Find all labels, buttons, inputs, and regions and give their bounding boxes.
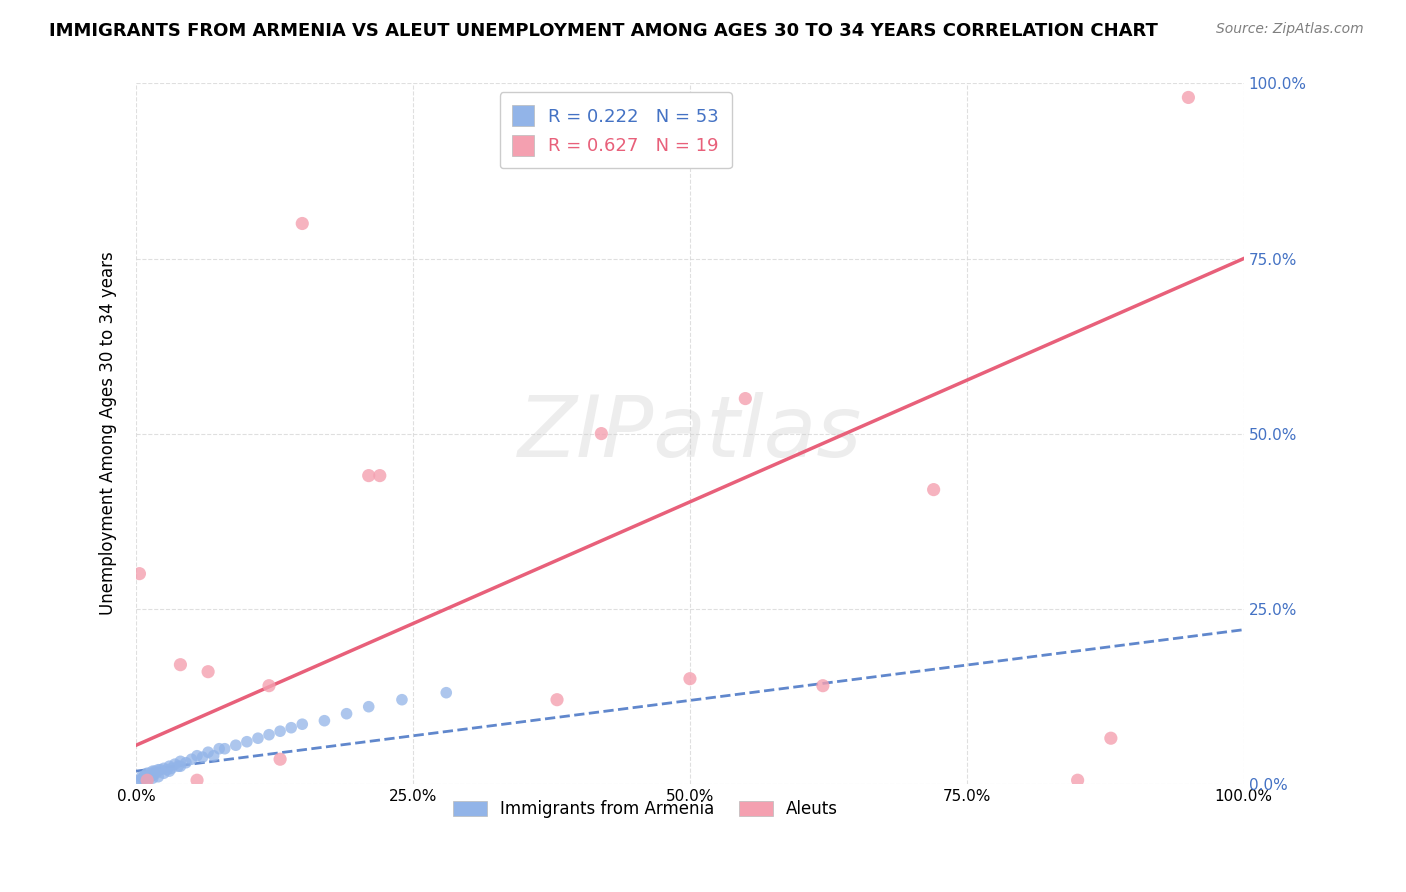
Point (134, 771, 156, 785)
Point (169, 657, 191, 672)
Point (136, 770, 159, 784)
Point (138, 766, 160, 780)
Point (191, 750, 214, 764)
Point (1099, 731, 1122, 746)
Text: ZIPatlas: ZIPatlas (517, 392, 862, 475)
Point (357, 699, 380, 714)
Point (225, 738, 247, 752)
Point (679, 672, 702, 686)
Point (257, 679, 280, 693)
Point (132, 771, 155, 785)
Point (291, 717, 314, 731)
Point (139, 770, 162, 784)
Point (157, 764, 180, 778)
Point (136, 766, 159, 780)
Point (208, 741, 231, 756)
Point (142, 768, 165, 782)
Point (591, 426, 613, 441)
Point (148, 763, 170, 777)
Point (1066, 773, 1088, 788)
Point (143, 764, 166, 778)
Point (169, 755, 191, 769)
Point (269, 724, 291, 739)
Point (156, 763, 179, 777)
Point (434, 686, 457, 700)
Point (280, 721, 302, 735)
Point (236, 735, 259, 749)
Point (132, 770, 155, 784)
Point (136, 773, 159, 788)
Point (138, 768, 160, 782)
Point (202, 748, 225, 763)
Point (142, 764, 165, 778)
Point (922, 483, 945, 497)
Point (169, 759, 191, 773)
Point (153, 761, 176, 775)
Point (167, 759, 190, 773)
Point (145, 766, 167, 780)
Point (136, 773, 159, 788)
Point (214, 741, 236, 756)
Point (163, 757, 186, 772)
Point (131, 773, 153, 788)
Point (197, 745, 219, 759)
Point (131, 770, 153, 784)
Point (128, 773, 150, 788)
Point (257, 728, 280, 742)
Point (142, 766, 165, 780)
Point (134, 768, 156, 782)
Point (197, 665, 219, 679)
Point (153, 766, 176, 780)
Point (186, 748, 208, 763)
Point (811, 679, 834, 693)
Point (174, 756, 197, 770)
Point (246, 731, 269, 746)
Point (314, 714, 336, 728)
Text: IMMIGRANTS FROM ARMENIA VS ALEUT UNEMPLOYMENT AMONG AGES 30 TO 34 YEARS CORRELAT: IMMIGRANTS FROM ARMENIA VS ALEUT UNEMPLO… (49, 22, 1159, 40)
Point (148, 770, 170, 784)
Point (291, 217, 314, 231)
Point (157, 759, 180, 773)
Point (149, 763, 172, 777)
Point (391, 692, 413, 706)
Point (180, 752, 202, 766)
Point (546, 692, 568, 706)
Point (186, 773, 208, 788)
Point (269, 752, 291, 766)
Point (1177, 90, 1199, 104)
Point (135, 770, 157, 784)
Point (357, 468, 380, 483)
Point (142, 771, 165, 785)
Legend: Immigrants from Armenia, Aleuts: Immigrants from Armenia, Aleuts (447, 793, 845, 824)
Y-axis label: Unemployment Among Ages 30 to 34 years: Unemployment Among Ages 30 to 34 years (100, 252, 117, 615)
Point (160, 761, 183, 775)
Point (734, 392, 756, 406)
Point (335, 706, 357, 721)
Text: Source: ZipAtlas.com: Source: ZipAtlas.com (1216, 22, 1364, 37)
Point (128, 566, 150, 581)
Point (368, 468, 391, 483)
